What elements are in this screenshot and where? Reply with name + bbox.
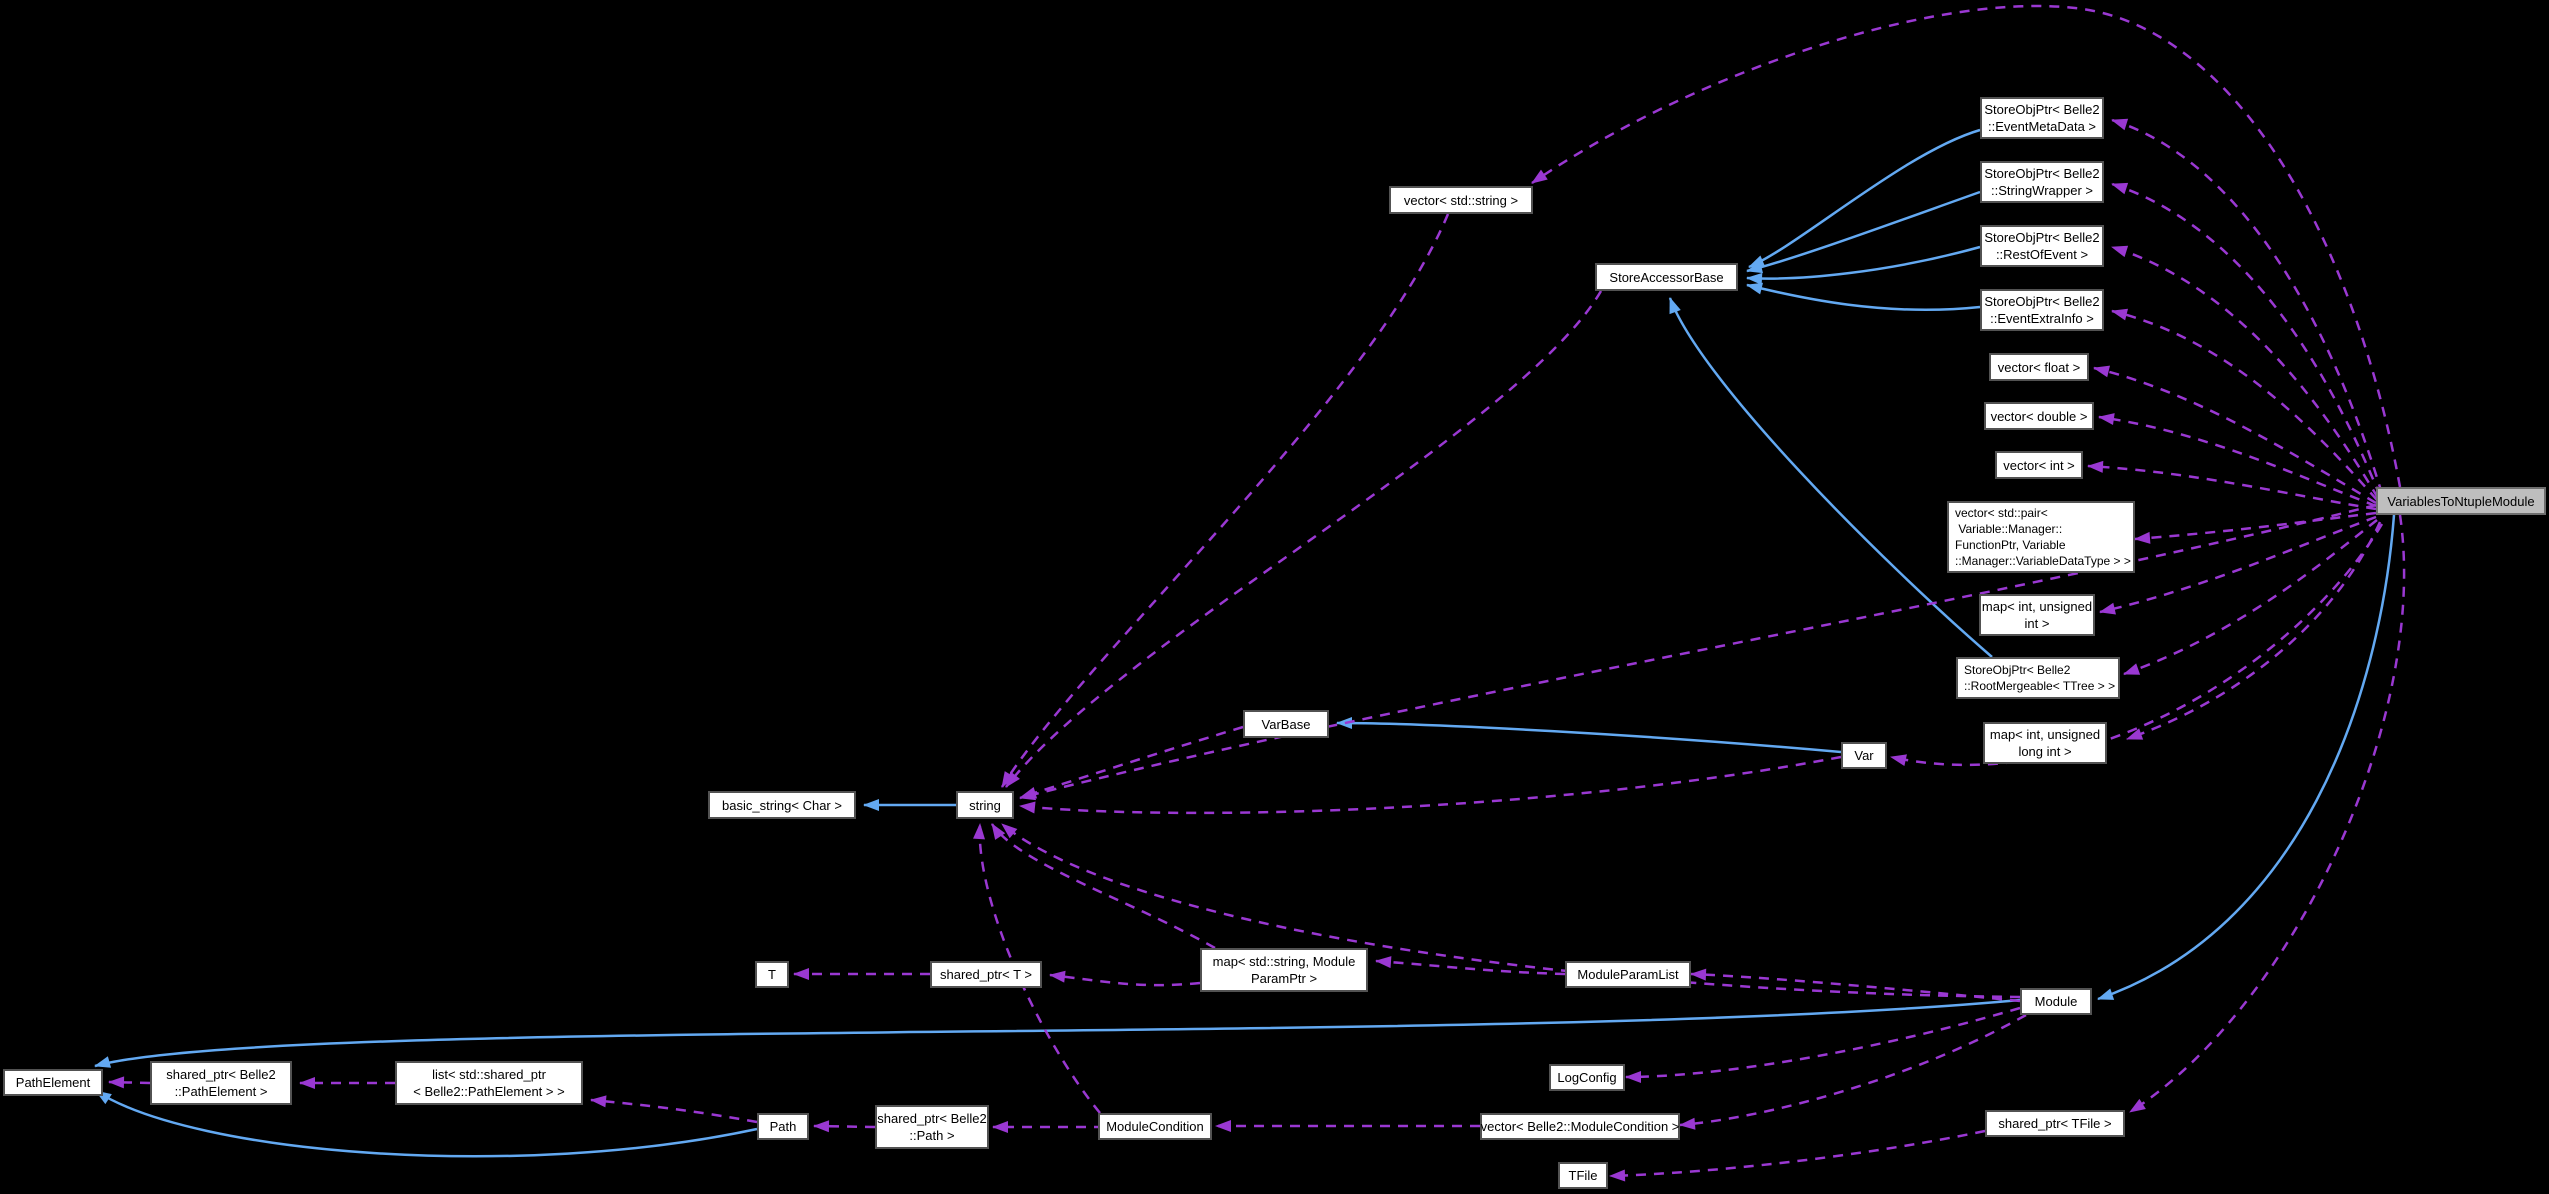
node-storeaccessorbase[interactable]: StoreAccessorBase: [1595, 263, 1738, 291]
node-storeobjptr-rootmergeable-ttree[interactable]: StoreObjPtr< Belle2 ::RootMergeable< TTr…: [1956, 657, 2120, 699]
node-shared-ptr-tfile[interactable]: shared_ptr< TFile >: [1985, 1110, 2125, 1137]
node-list-shared-ptr-pathelement[interactable]: list< std::shared_ptr < Belle2::PathElem…: [395, 1061, 583, 1105]
edge-v_str-str: [1000, 213, 1450, 788]
node-shared-ptr-path[interactable]: shared_ptr< Belle2 ::Path >: [875, 1105, 989, 1149]
edge-vtm-str: [1019, 503, 2377, 801]
node-tfile[interactable]: TFile: [1558, 1162, 1608, 1189]
node-variablestontuplemodule: VariablesToNtupleModule: [2376, 487, 2546, 515]
node-vector-double[interactable]: vector< double >: [1984, 402, 2094, 430]
node-map-string-moduleparamptr[interactable]: map< std::string, Module ParamPtr >: [1200, 948, 1368, 992]
node-vector-modulecondition[interactable]: vector< Belle2::ModuleCondition >: [1480, 1113, 1680, 1140]
node-vector-pair-functionptr[interactable]: vector< std::pair< Variable::Manager:: F…: [1947, 501, 2135, 573]
edge-sab-str: [1005, 290, 1603, 788]
edge-sp_tfile-tfile: [1609, 1129, 1986, 1182]
edge-vtm-sop_roe: [2111, 245, 2380, 499]
edge-var-str: [1019, 755, 1842, 815]
edge-vtm-v_float: [2093, 365, 2377, 505]
edge-vtm-sop_rm: [2123, 519, 2378, 676]
node-string[interactable]: string: [956, 791, 1014, 819]
edge-map_mpp-sp_t: [1049, 970, 1201, 987]
node-vector-float[interactable]: vector< float >: [1989, 353, 2089, 381]
node-module[interactable]: Module: [2020, 988, 2092, 1015]
node-storeobjptr-eventextrainfo[interactable]: StoreObjPtr< Belle2 ::EventExtraInfo >: [1980, 289, 2104, 331]
edge-varbase-str: [1020, 725, 1244, 799]
node-basic-string-char[interactable]: basic_string< Char >: [708, 791, 856, 819]
edge-vtm-var: [1890, 523, 2384, 767]
edge-vtm-map_ui: [2099, 515, 2377, 615]
node-shared-ptr-pathelement[interactable]: shared_ptr< Belle2 ::PathElement >: [150, 1061, 292, 1105]
node-storeobjptr-stringwrapper[interactable]: StoreObjPtr< Belle2 ::StringWrapper >: [1980, 161, 2104, 203]
node-var[interactable]: Var: [1841, 742, 1887, 769]
node-storeobjptr-eventmetadata[interactable]: StoreObjPtr< Belle2 ::EventMetaData >: [1980, 97, 2104, 139]
edge-sop_eei-sab: [1746, 282, 1981, 312]
node-shared-ptr-t[interactable]: shared_ptr< T >: [930, 961, 1042, 988]
node-path[interactable]: Path: [757, 1113, 809, 1140]
edge-vtm-map_uli: [2126, 521, 2382, 741]
edge-module-mpl: [1690, 968, 2021, 1003]
edge-vtm-module: [2097, 514, 2396, 1001]
node-varbase[interactable]: VarBase: [1243, 710, 1329, 738]
node-t[interactable]: T: [755, 961, 789, 988]
edge-sop_emd-sab: [1748, 128, 1981, 269]
edge-module-v_mcond: [1679, 1013, 2027, 1130]
edge-var-varbase: [1336, 717, 1842, 754]
edge-vtm-v_str: [1531, 4, 2402, 488]
node-logconfig[interactable]: LogConfig: [1549, 1064, 1625, 1091]
edge-path-pathel: [95, 1089, 758, 1158]
edge-module-str: [1001, 823, 2021, 999]
edge-sop_sw-sab: [1746, 190, 1981, 274]
edge-vtm-sop_emd: [2111, 118, 2384, 495]
edge-module-pathel: [94, 998, 2021, 1068]
edge-vtm-sp_tfile: [2129, 514, 2406, 1114]
edge-sp_pe-pathel: [108, 1076, 151, 1089]
node-storeobjptr-restofevent[interactable]: StoreObjPtr< Belle2 ::RestOfEvent >: [1980, 225, 2104, 267]
edge-path-lst_pe: [590, 1095, 758, 1124]
edge-vtm-sop_sw: [2111, 182, 2382, 497]
edge-vtm-sop_eei: [2111, 308, 2378, 501]
edge-sop_rm-sab: [1668, 297, 1993, 658]
edge-sop_roe-sab: [1746, 245, 1981, 285]
node-moduleparamlist[interactable]: ModuleParamList: [1565, 961, 1691, 988]
edge-vtm-v_pair: [2134, 511, 2377, 544]
node-vector-std-string[interactable]: vector< std::string >: [1389, 186, 1533, 214]
node-map-int-unsigned-long-int[interactable]: map< int, unsigned long int >: [1983, 722, 2107, 764]
edge-sp_path-path: [813, 1120, 876, 1133]
node-pathelement[interactable]: PathElement: [3, 1069, 103, 1096]
edge-map_mpp-str: [990, 823, 1216, 950]
node-map-int-unsigned-int[interactable]: map< int, unsigned int >: [1979, 594, 2095, 636]
node-vector-int[interactable]: vector< int >: [1995, 451, 2083, 479]
edge-mpl-map_mpp: [1375, 956, 1566, 976]
node-modulecondition[interactable]: ModuleCondition: [1098, 1113, 1212, 1140]
edge-module-logconfig: [1625, 1006, 2021, 1083]
